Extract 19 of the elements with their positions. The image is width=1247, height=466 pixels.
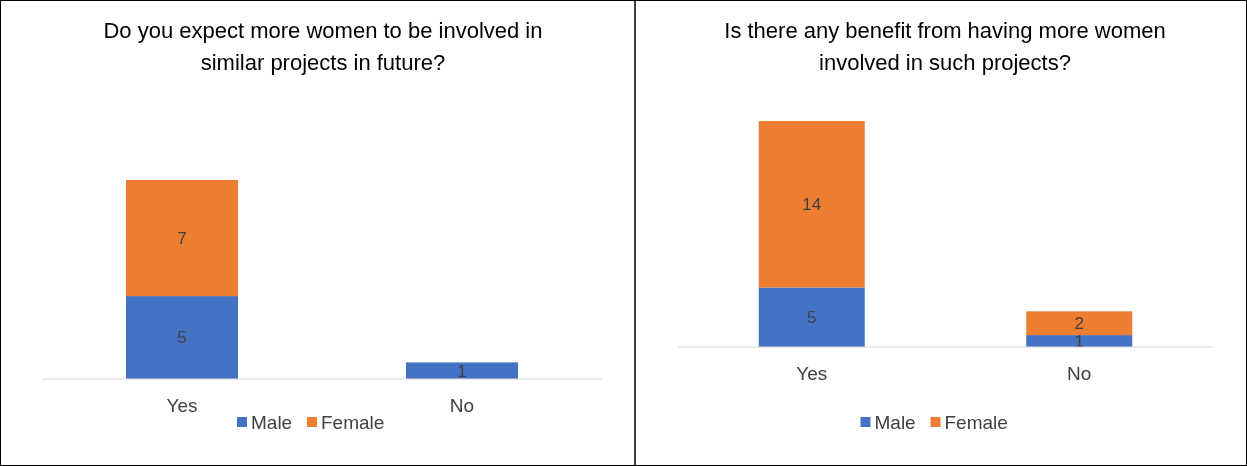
bar — [1026, 311, 1133, 336]
bar — [758, 287, 865, 347]
x-tick-label: Yes — [796, 362, 828, 384]
bar — [758, 121, 865, 288]
x-tick-label: No — [1067, 362, 1092, 384]
x-tick-label: No — [449, 394, 475, 416]
legend-label: Female — [321, 411, 385, 433]
data-label: 5 — [807, 308, 817, 328]
legend-label: Female — [944, 411, 1008, 433]
chart-title: Is there any benefit from having more women involved in such projects? — [724, 17, 1166, 75]
chart-title: Do you expect more women to be involved in similar projects in future? — [103, 17, 543, 75]
legend-label: Male — [874, 411, 916, 433]
legend-label: Male — [251, 411, 293, 433]
data-label: 2 — [1074, 314, 1084, 334]
x-tick-label: Yes — [166, 394, 198, 416]
data-label: 14 — [802, 195, 822, 215]
data-label: 7 — [177, 228, 187, 248]
data-label: 5 — [177, 328, 187, 348]
data-label: 1 — [457, 361, 467, 381]
